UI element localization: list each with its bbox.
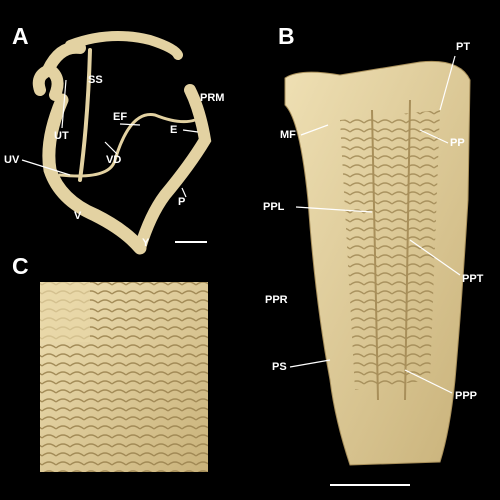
- label: Y: [142, 237, 150, 249]
- label: P: [178, 196, 185, 208]
- panel-b-specimen: [284, 60, 471, 466]
- panel-letter: A: [12, 23, 29, 49]
- label: PP: [450, 137, 465, 149]
- label: PPP: [455, 390, 477, 402]
- label: PPR: [265, 294, 288, 306]
- label: PPT: [462, 273, 484, 285]
- label: VD: [106, 154, 121, 166]
- label: MF: [280, 129, 296, 141]
- label: PT: [456, 41, 470, 53]
- leader-lines: [21, 55, 461, 394]
- label: UV: [4, 154, 20, 166]
- label: UT: [54, 130, 69, 142]
- panel-c-photo: [40, 282, 208, 472]
- panel-letter: B: [278, 23, 295, 49]
- panel-a-specimen: [32, 31, 212, 255]
- label: PPL: [263, 201, 285, 213]
- label: SS: [88, 74, 103, 86]
- label: V: [74, 210, 82, 222]
- label: EF: [113, 111, 127, 123]
- label: PRM: [200, 92, 224, 104]
- label: E: [170, 124, 177, 136]
- label: PS: [272, 361, 287, 373]
- panel-letter: C: [12, 253, 29, 279]
